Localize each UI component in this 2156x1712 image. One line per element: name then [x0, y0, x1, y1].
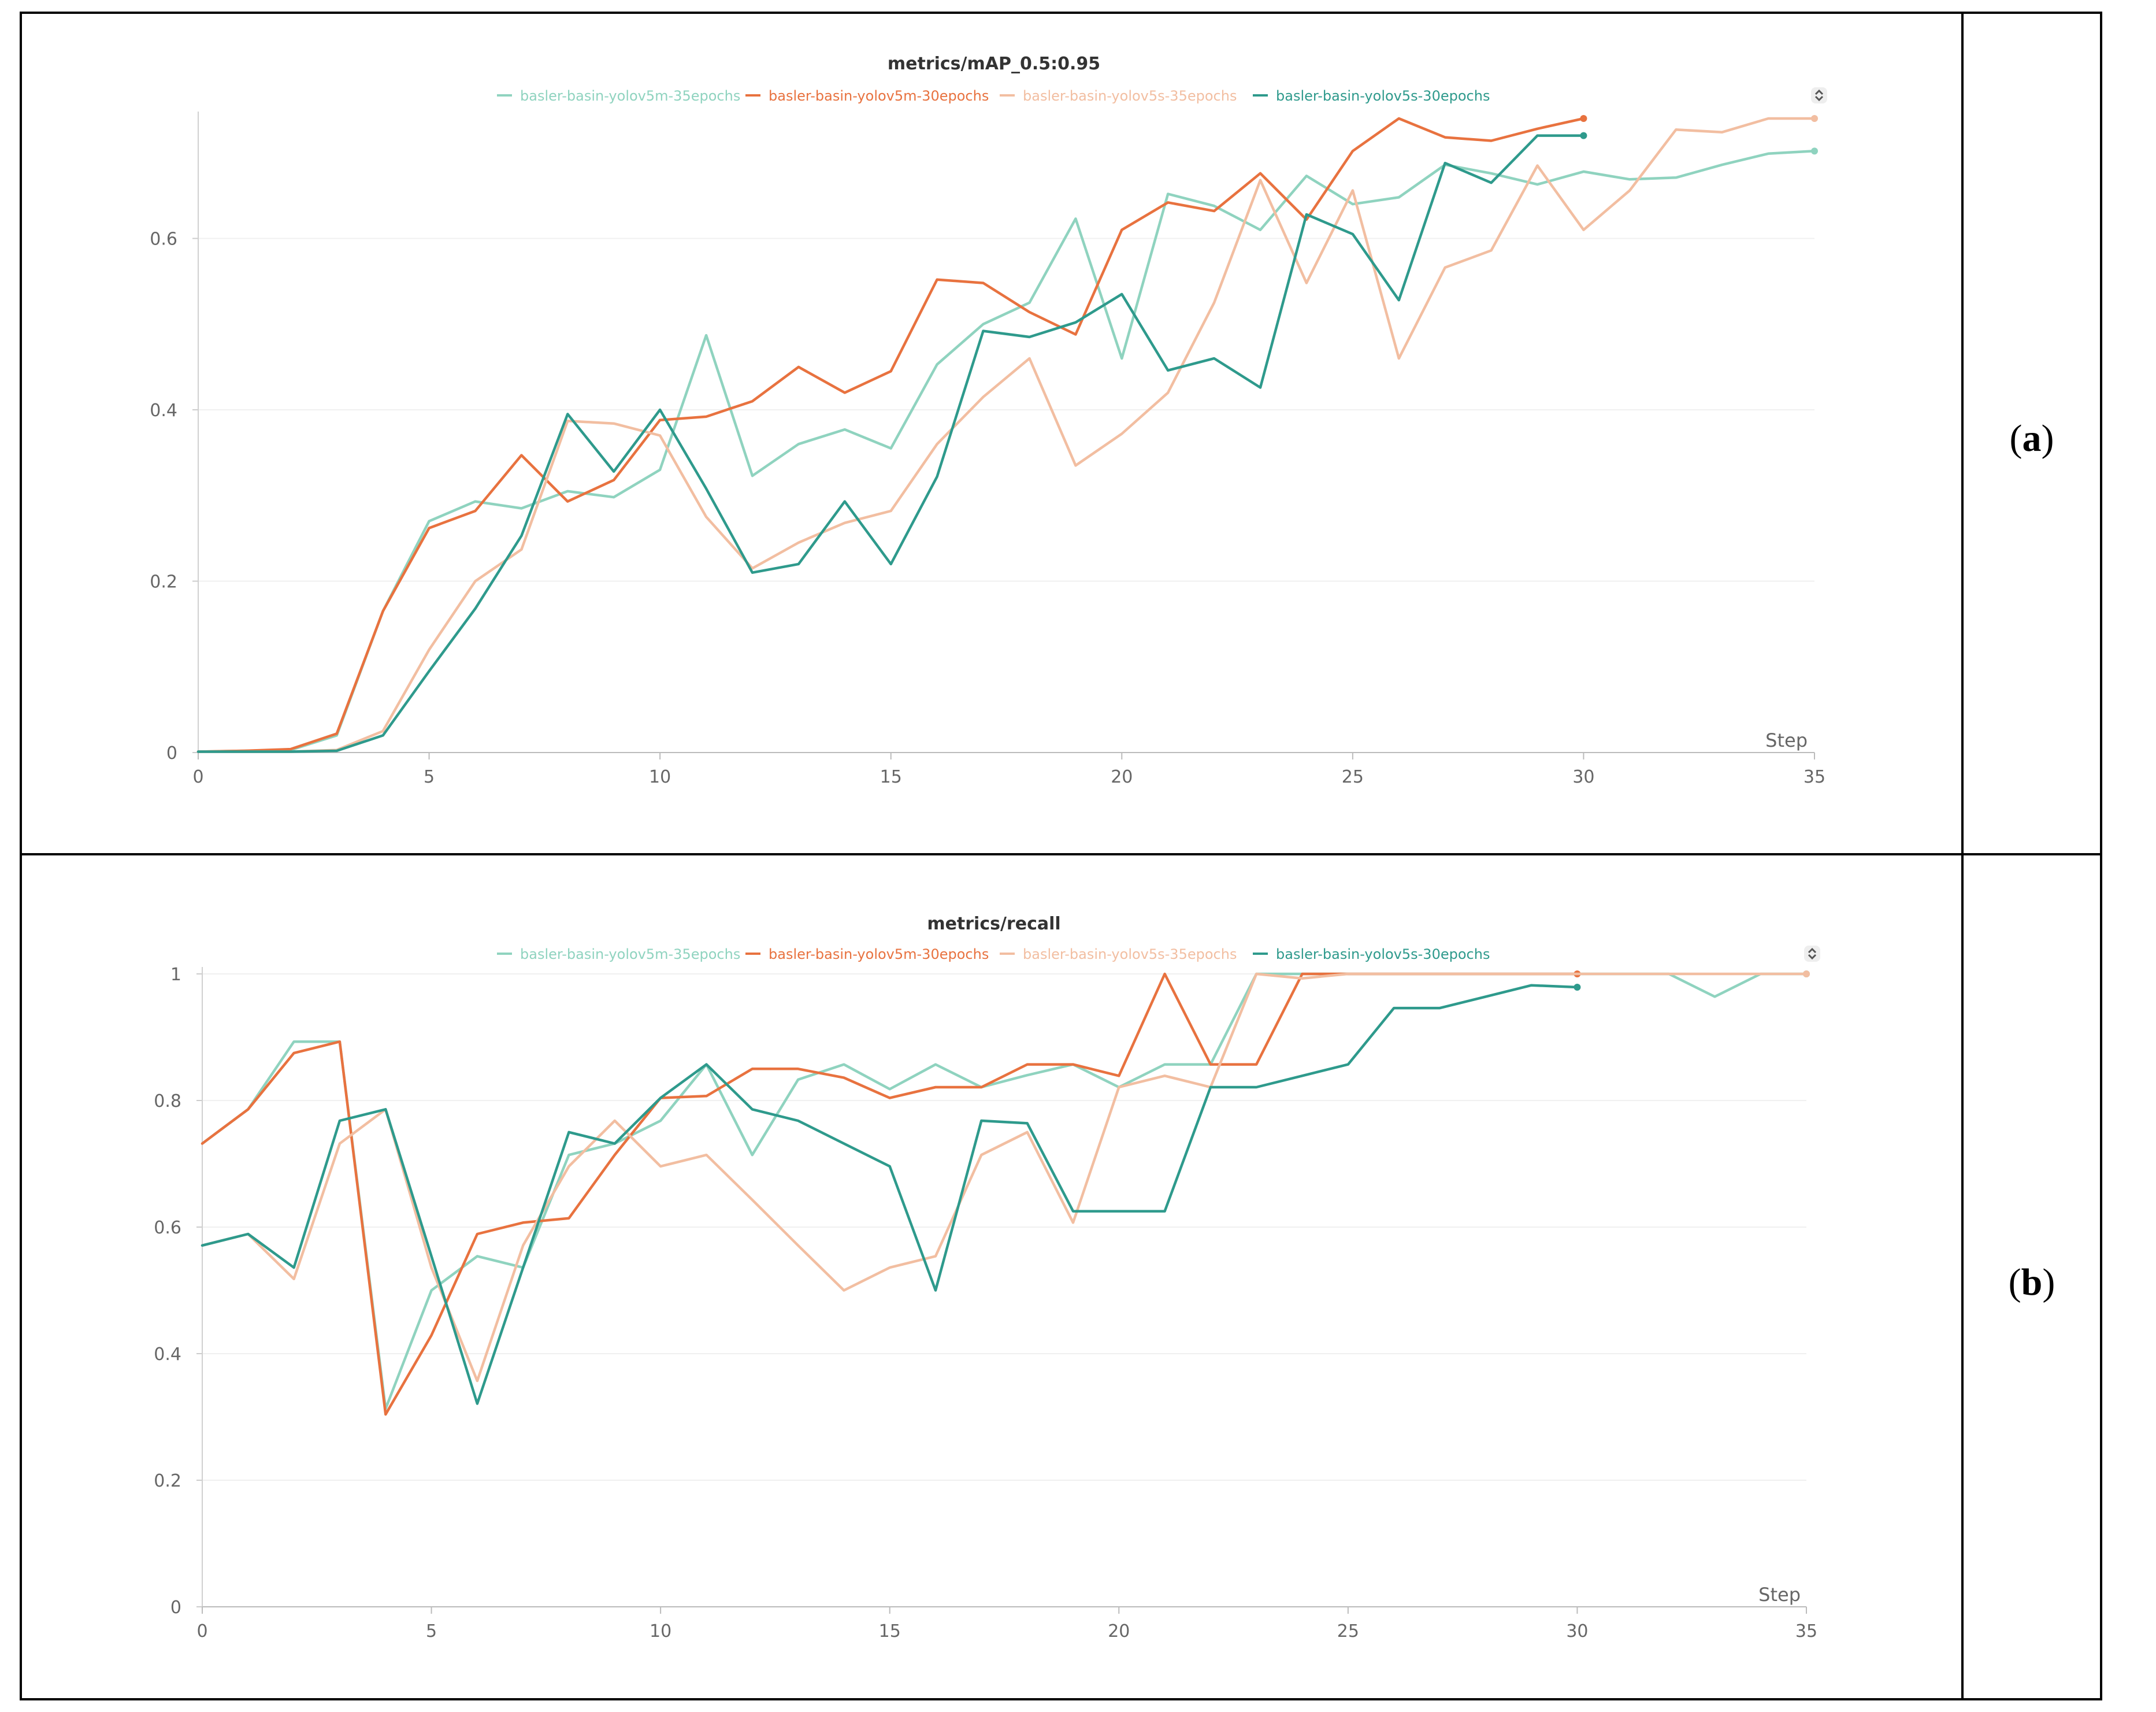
map-chart-menu-icon[interactable] — [1811, 87, 1827, 103]
panel-label-b: (b) — [2009, 1261, 2055, 1303]
recall-chart-legend-label-2[interactable]: basler-basin-yolov5m-30epochs — [769, 946, 989, 962]
map-chart-series-line-1 — [196, 150, 1816, 753]
recall-chart-title: metrics/recall — [927, 914, 1060, 934]
map-chart-x-tick-label: 35 — [1804, 767, 1825, 787]
map-chart-series — [196, 115, 1818, 753]
map-chart-legend-label-1[interactable]: basler-basin-yolov5m-35epochs — [520, 88, 740, 104]
map-chart-title: metrics/mAP_0.5:0.95 — [888, 54, 1100, 74]
recall-chart-y-tick-label: 0 — [170, 1598, 181, 1618]
recall-chart-x-tick-label: 5 — [426, 1621, 437, 1641]
recall-chart-x-tick-label: 20 — [1108, 1621, 1130, 1641]
recall-chart-series-line-4 — [201, 984, 1579, 1405]
recall-chart-y-tick-label: 0.8 — [154, 1091, 181, 1111]
recall-chart-legend-label-3[interactable]: basler-basin-yolov5s-35epochs — [1023, 946, 1237, 962]
map-chart-series-line-2 — [196, 117, 1585, 753]
map-chart-y-tick-label: 0.6 — [150, 229, 177, 250]
map-chart: metrics/mAP_0.5:0.95 basler-basin-yolov5… — [150, 54, 1827, 787]
table-outer-border — [20, 12, 2102, 1700]
recall-chart-menu-icon-bg — [1804, 946, 1820, 962]
map-chart-y-tick-label: 0 — [166, 743, 177, 764]
map-chart-y-tick-label: 0.4 — [150, 401, 177, 421]
map-chart-series-endpoint-4 — [1580, 132, 1587, 139]
map-chart-axes: 0 0.2 0.4 0.6 0 5 10 15 20 25 30 35 — [150, 112, 1825, 787]
recall-chart-menu-icon-glyph — [1808, 947, 1817, 960]
recall-chart-legend-label-4[interactable]: basler-basin-yolov5s-30epochs — [1276, 946, 1490, 962]
map-chart-x-tick-label: 30 — [1572, 767, 1594, 787]
recall-chart-x-tick-label: 0 — [196, 1621, 207, 1641]
map-chart-x-tick-label: 10 — [649, 767, 671, 787]
map-chart-x-tick-label: 0 — [192, 767, 203, 787]
map-chart-menu-icon-glyph — [1814, 89, 1824, 102]
map-chart-series-endpoint-1 — [1811, 147, 1818, 155]
map-chart-series-endpoint-2 — [1580, 115, 1587, 122]
recall-chart-y-tick-label: 0.2 — [154, 1471, 181, 1491]
map-chart-series-line-4 — [196, 134, 1585, 753]
recall-chart-y-tick-label: 1 — [170, 965, 181, 985]
map-chart-xlabel: Step — [1765, 729, 1808, 751]
recall-chart-x-tick-label: 30 — [1566, 1621, 1588, 1641]
recall-chart-legend: basler-basin-yolov5m-35epochs basler-basi… — [497, 946, 1490, 962]
map-chart-x-tick-label: 5 — [424, 767, 435, 787]
recall-chart: metrics/recall basler-basin-yolov5m-35ep… — [154, 914, 1820, 1641]
recall-chart-y-tick-label: 0.4 — [154, 1344, 181, 1365]
recall-chart-xlabel: Step — [1758, 1584, 1801, 1606]
map-chart-x-tick-label: 25 — [1342, 767, 1364, 787]
recall-chart-series-endpoint-4 — [1574, 983, 1581, 991]
recall-chart-series-endpoint-3 — [1803, 970, 1810, 977]
map-chart-x-tick-label: 20 — [1111, 767, 1133, 787]
map-chart-series-endpoint-3 — [1811, 115, 1818, 122]
recall-chart-x-tick-label: 35 — [1795, 1621, 1817, 1641]
map-chart-menu-icon-bg — [1811, 87, 1827, 103]
map-chart-x-tick-label: 15 — [880, 767, 902, 787]
recall-chart-legend-label-1[interactable]: basler-basin-yolov5m-35epochs — [520, 946, 740, 962]
recall-chart-menu-icon[interactable] — [1804, 946, 1820, 962]
recall-chart-x-tick-label: 10 — [650, 1621, 671, 1641]
map-chart-legend-label-2[interactable]: basler-basin-yolov5m-30epochs — [769, 88, 989, 104]
panel-label-a: (a) — [2010, 417, 2054, 460]
map-chart-series-line-3 — [196, 117, 1816, 753]
recall-chart-x-tick-label: 15 — [879, 1621, 901, 1641]
map-chart-legend-label-4[interactable]: basler-basin-yolov5s-30epochs — [1276, 88, 1490, 104]
map-chart-y-tick-label: 0.2 — [150, 572, 177, 592]
map-chart-grid — [198, 238, 1814, 582]
recall-chart-series-line-3 — [201, 972, 1808, 1383]
map-chart-legend: basler-basin-yolov5m-35epochs basler-basi… — [497, 88, 1490, 104]
table-borders — [20, 12, 2102, 1700]
map-chart-legend-label-3[interactable]: basler-basin-yolov5s-35epochs — [1023, 88, 1237, 104]
recall-chart-axes: 00.20.40.60.810 5 10 15 20 25 30 35 — [154, 965, 1817, 1641]
recall-chart-y-tick-label: 0.6 — [154, 1218, 181, 1238]
recall-chart-series — [201, 970, 1810, 1416]
recall-chart-x-tick-label: 25 — [1337, 1621, 1359, 1641]
